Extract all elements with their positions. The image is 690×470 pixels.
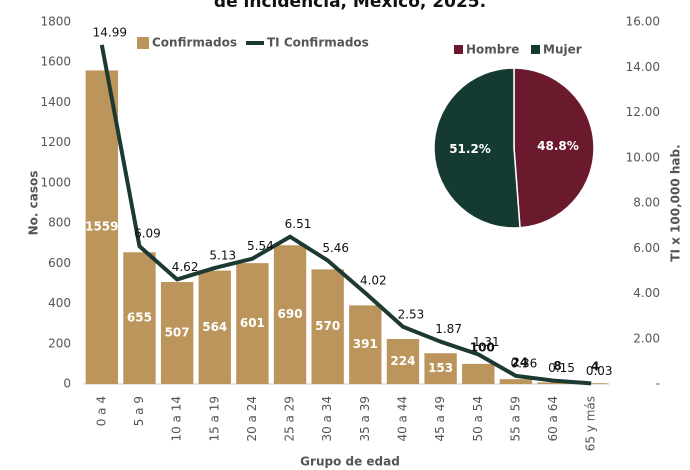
y2-tick-label: 6.00: [633, 241, 660, 255]
bar-label: 690: [278, 307, 303, 321]
x-tick-label: 0 a 4: [94, 396, 108, 426]
y-tick-label: 1800: [40, 15, 71, 29]
legend-swatch: [531, 45, 540, 54]
bar: [123, 252, 156, 384]
legend-label: Hombre: [466, 43, 519, 57]
pie-label: 51.2%: [449, 142, 491, 156]
x-tick-label: 10 a 14: [170, 396, 184, 442]
bar: [424, 353, 457, 384]
x-tick-label: 40 a 44: [395, 396, 409, 442]
y2-tick-label: 8.00: [633, 196, 660, 210]
line-label: 5.54: [247, 239, 274, 253]
line-label: 2.53: [398, 307, 425, 321]
bar: [198, 270, 231, 384]
bar-label: 564: [202, 320, 227, 334]
bar-label: 24: [512, 356, 529, 370]
y2-tick-label: 12.00: [626, 105, 660, 119]
x-tick-label: 35 a 39: [358, 396, 372, 442]
line-label: 5.46: [322, 241, 349, 255]
bar: [236, 263, 269, 384]
bar-label: 507: [165, 326, 190, 340]
bar-label: 601: [240, 316, 265, 330]
y2-tick-label: 16.00: [626, 15, 660, 29]
line-label: 4.62: [172, 260, 199, 274]
line-label: 1.87: [435, 322, 462, 336]
line-label: 4.02: [360, 274, 387, 288]
y-tick-label: 400: [48, 296, 71, 310]
bar: [85, 70, 119, 385]
y2-tick-label: 10.00: [626, 150, 660, 164]
x-tick-label: 50 a 54: [471, 396, 485, 442]
y2-tick-label: 4.00: [633, 286, 660, 300]
pie-slice: [513, 67, 595, 229]
legend-label: Confirmados: [152, 36, 237, 50]
line-label: 6.51: [285, 217, 312, 231]
bar: [160, 282, 194, 384]
x-tick-label: 45 a 49: [433, 396, 447, 442]
line-label: 14.99: [93, 25, 127, 39]
y-tick-label: 600: [48, 256, 71, 270]
y2-tick-label: -: [656, 377, 660, 391]
x-tick-label: 55 a 59: [508, 396, 522, 442]
line-label: 0.15: [548, 361, 575, 375]
bar-label: 8: [553, 359, 561, 373]
bar-label: 391: [353, 337, 378, 351]
legend-label: TI Confirmados: [267, 36, 369, 50]
x-tick-label: 15 a 19: [207, 396, 221, 442]
pie-label: 48.8%: [537, 139, 579, 153]
bar: [462, 363, 495, 384]
bar: [273, 245, 307, 384]
y2-axis-label: TI x 100,000 hab.: [669, 144, 683, 261]
y2-tick-label: 14.00: [626, 60, 660, 74]
line-label: 0.03: [586, 364, 613, 378]
line-label: 0.36: [511, 356, 538, 370]
bar-label: 4: [591, 360, 599, 374]
line: [99, 44, 592, 386]
line-label: 1.31: [473, 335, 500, 349]
y-axis-label: No. casos: [27, 171, 41, 236]
x-tick-label: 30 a 34: [320, 396, 334, 442]
y-tick-label: 0: [63, 377, 71, 391]
y-tick-label: 1200: [40, 135, 71, 149]
bar: [537, 382, 570, 384]
bar-label: 655: [127, 311, 152, 325]
legend-label: Mujer: [543, 43, 582, 57]
bar: [499, 379, 533, 384]
x-tick-label: 65 y más: [584, 396, 598, 451]
legend-swatch: [137, 37, 149, 49]
chart-title: de incidencia, México, 2025.: [214, 0, 486, 12]
y-tick-label: 200: [48, 336, 71, 350]
y2-tick-label: 2.00: [633, 331, 660, 345]
line-label: 5.13: [209, 248, 236, 262]
y-tick-label: 1600: [40, 55, 71, 69]
line-label: 6.09: [134, 227, 161, 241]
bar: [386, 338, 420, 384]
bar-label: 100: [470, 340, 495, 354]
bar: [311, 269, 344, 384]
x-tick-label: 5 a 9: [132, 396, 146, 426]
bar: [574, 383, 608, 384]
x-tick-label: 20 a 24: [245, 396, 259, 442]
x-tick-label: 60 a 64: [546, 396, 560, 442]
pie-slice: [433, 67, 521, 229]
y-tick-label: 800: [48, 216, 71, 230]
y-tick-label: 1400: [40, 95, 71, 109]
bar-label: 570: [315, 319, 340, 333]
bar-label: 224: [390, 354, 415, 368]
x-tick-label: 25 a 29: [283, 396, 297, 442]
bar-label: 1559: [85, 220, 118, 234]
legend-swatch: [454, 45, 463, 54]
bar-label: 153: [428, 361, 453, 375]
x-axis-label: Grupo de edad: [300, 455, 400, 469]
y-tick-label: 1000: [40, 175, 71, 189]
bar: [349, 305, 382, 384]
